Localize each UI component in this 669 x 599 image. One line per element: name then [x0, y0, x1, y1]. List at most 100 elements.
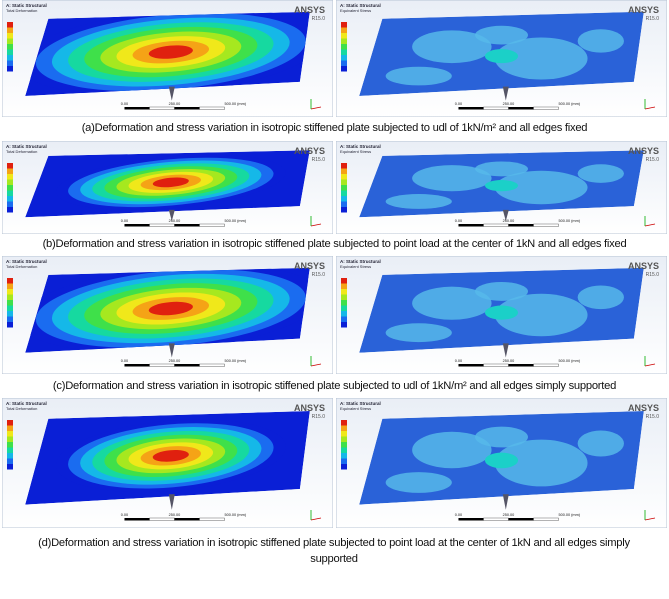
scale-bar	[483, 364, 508, 367]
legend-swatch	[341, 28, 347, 34]
legend-swatch	[7, 61, 13, 67]
version: R15.0	[646, 414, 660, 420]
legend-swatch	[341, 185, 347, 191]
result-name: Equivalent Stress	[340, 406, 371, 411]
legend-swatch	[7, 448, 13, 454]
version: R15.0	[312, 414, 326, 420]
panel-image: A: Static StructuralTotal DeformationANS…	[2, 141, 333, 234]
result-name: Total Deformation	[6, 8, 37, 13]
legend-swatch	[341, 55, 347, 61]
legend-swatch	[341, 61, 347, 67]
scale-bar	[199, 518, 224, 521]
scale-bar	[149, 364, 174, 367]
stress-zone	[578, 431, 624, 457]
scale-label: 0.00	[455, 513, 462, 517]
legend-swatch	[7, 196, 13, 202]
figure-caption: (c)Deformation and stress variation in i…	[0, 378, 669, 394]
scale-label: 250.00	[503, 219, 515, 223]
brand: ANSYS	[294, 403, 325, 413]
brand: ANSYS	[628, 403, 659, 413]
stress-zone	[386, 472, 452, 493]
scale-bar	[533, 107, 558, 110]
scale-bar	[199, 364, 224, 367]
panel-image: A: Static StructuralEquivalent StressANS…	[336, 398, 667, 528]
scale-label: 250.00	[503, 102, 515, 106]
legend-swatch	[7, 22, 13, 28]
legend-swatch	[341, 437, 347, 443]
stress-zone	[475, 282, 528, 301]
legend-swatch	[341, 448, 347, 454]
scale-label: 250.00	[169, 513, 181, 517]
scale-bar	[483, 224, 508, 227]
plate	[359, 150, 644, 217]
legend-swatch	[341, 191, 347, 197]
legend-swatch	[7, 284, 13, 290]
legend-swatch	[341, 174, 347, 180]
scale-label: 500.00 (mm)	[224, 102, 246, 106]
scale-label: 0.00	[121, 513, 128, 517]
scale-label: 250.00	[169, 219, 181, 223]
stress-zone	[386, 323, 452, 342]
legend-swatch	[341, 44, 347, 50]
legend-swatch	[7, 33, 13, 39]
stress-zone	[578, 286, 624, 310]
legend-swatch	[7, 300, 13, 306]
legend-swatch	[341, 50, 347, 56]
legend-swatch	[7, 306, 13, 312]
scale-label: 500.00 (mm)	[224, 513, 246, 517]
legend-swatch	[7, 39, 13, 45]
scale-label: 500.00 (mm)	[224, 219, 246, 223]
stress-zone	[475, 26, 528, 45]
legend-swatch	[7, 207, 13, 213]
legend-swatch	[341, 163, 347, 169]
plate	[359, 12, 644, 96]
scale-bar	[149, 224, 174, 227]
plate	[359, 268, 644, 353]
version: R15.0	[312, 16, 326, 22]
legend-swatch	[341, 284, 347, 290]
scale-label: 0.00	[455, 359, 462, 363]
scale-bar	[483, 518, 508, 521]
result-name: Equivalent Stress	[340, 264, 371, 269]
scale-label: 0.00	[455, 219, 462, 223]
panel-image: A: Static StructuralTotal DeformationANS…	[2, 0, 333, 117]
scale-label: 0.00	[121, 219, 128, 223]
version: R15.0	[646, 16, 660, 22]
result-panel: A: Static StructuralTotal DeformationANS…	[2, 256, 333, 374]
version: R15.0	[312, 272, 326, 278]
scale-bar	[533, 518, 558, 521]
legend-swatch	[341, 289, 347, 295]
legend-swatch	[341, 207, 347, 213]
stress-zone	[386, 67, 452, 86]
stress-zone	[485, 180, 518, 191]
scale-bar	[199, 107, 224, 110]
plate	[25, 411, 310, 505]
legend-swatch	[341, 431, 347, 437]
legend-swatch	[7, 28, 13, 34]
figure-caption: (a)Deformation and stress variation in i…	[0, 120, 669, 136]
legend-swatch	[7, 278, 13, 284]
legend-swatch	[341, 39, 347, 45]
stress-zone	[578, 164, 624, 183]
scale-label: 250.00	[169, 359, 181, 363]
brand: ANSYS	[294, 146, 325, 156]
scale-label: 250.00	[503, 359, 515, 363]
scale-label: 0.00	[455, 102, 462, 106]
scale-bar	[533, 224, 558, 227]
scale-label: 500.00 (mm)	[558, 102, 580, 106]
legend-swatch	[7, 295, 13, 301]
result-name: Total Deformation	[6, 406, 37, 411]
version: R15.0	[646, 157, 660, 163]
figure: {"figure": {"rows": [ {"panels": [ {"hea…	[0, 0, 669, 599]
legend-swatch	[7, 191, 13, 197]
result-name: Equivalent Stress	[340, 8, 371, 13]
legend-swatch	[7, 442, 13, 448]
legend-swatch	[7, 464, 13, 470]
brand: ANSYS	[294, 5, 325, 15]
brand: ANSYS	[628, 5, 659, 15]
